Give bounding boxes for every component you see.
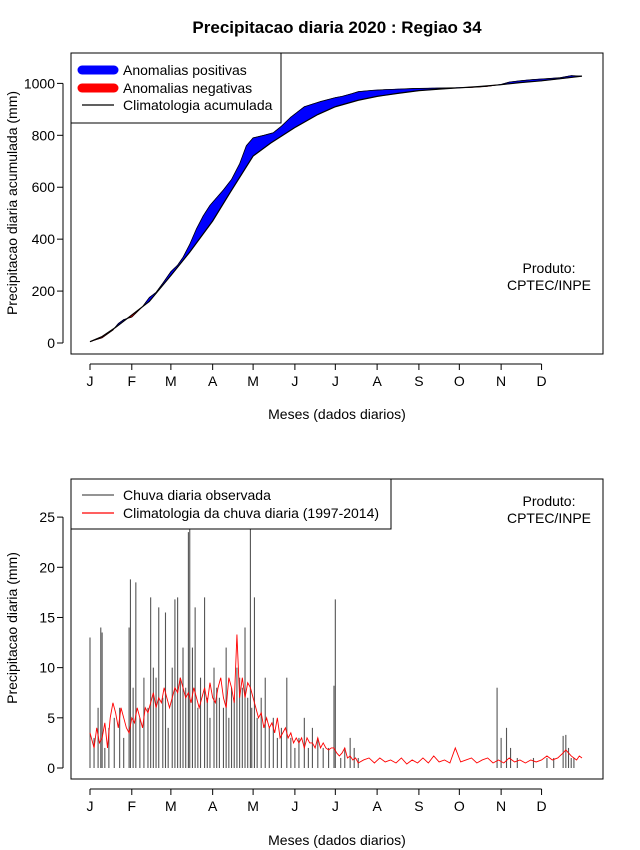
legend-label-negative: Anomalias negativas [123, 80, 252, 96]
y-tick-label: 800 [32, 127, 56, 143]
legend-label-climatology: Climatologia acumulada [123, 97, 273, 113]
y-axis: 0 200 400 600 800 1000 [24, 75, 64, 351]
x-tick-label: M [165, 373, 177, 389]
product-annotation-line1: Produto: [523, 260, 576, 276]
legend-label-observed: Chuva diaria observada [123, 487, 271, 503]
x-tick-label: N [496, 798, 506, 814]
legend-label-positive: Anomalias positivas [123, 62, 247, 78]
y-axis-label: Precipitacao diaria acumulada (mm) [4, 91, 20, 315]
x-tick-label: J [87, 798, 94, 814]
y-tick-label: 400 [32, 231, 56, 247]
y-tick-label: 5 [47, 710, 55, 726]
y-tick-label: 0 [47, 335, 55, 351]
climatology-line-group [89, 75, 583, 343]
x-tick-label: M [247, 798, 259, 814]
y-tick-label: 0 [47, 760, 55, 776]
x-tick-label: O [454, 798, 465, 814]
x-tick-label: J [332, 373, 339, 389]
climatology-cumulative-line [89, 75, 583, 343]
plot-frame [70, 52, 604, 355]
x-tick-label: A [208, 798, 218, 814]
y-tick-label: 200 [32, 283, 56, 299]
legend: Anomalias positivas Anomalias negativas … [70, 52, 282, 124]
climatology-daily-line [89, 634, 583, 765]
y-tick-label: 15 [39, 609, 55, 625]
cumulative-chart: Precipitacao diaria 2020 : Regiao 34 0 20… [4, 18, 604, 422]
x-tick-label: M [165, 798, 177, 814]
x-tick-label: N [496, 373, 506, 389]
x-tick-label: F [128, 798, 137, 814]
x-tick-label: M [247, 373, 259, 389]
x-tick-label: D [536, 373, 546, 389]
legend-box [70, 478, 392, 530]
legend: Chuva diaria observada Climatologia da c… [70, 478, 392, 530]
y-tick-label: 1000 [24, 75, 55, 91]
product-annotation-line2: CPTEC/INPE [507, 277, 591, 293]
product-annotation-line2: CPTEC/INPE [507, 510, 591, 526]
chart-title: Precipitacao diaria 2020 : Regiao 34 [192, 18, 482, 37]
x-tick-label: J [291, 798, 298, 814]
x-tick-label: A [372, 373, 382, 389]
x-tick-label: F [128, 373, 137, 389]
x-tick-label: J [87, 373, 94, 389]
x-tick-label: A [372, 798, 382, 814]
product-annotation-line1: Produto: [523, 493, 576, 509]
x-tick-label: S [414, 373, 423, 389]
y-tick-label: 600 [32, 179, 56, 195]
y-tick-label: 20 [39, 559, 55, 575]
legend-label-climatology: Climatologia da chuva diaria (1997-2014) [123, 505, 379, 521]
x-tick-label: O [454, 373, 465, 389]
y-axis: 0 5 10 15 20 25 [39, 509, 64, 776]
x-axis-label: Meses (dados diarios) [268, 406, 406, 422]
daily-chart: 0 5 10 15 20 25 J F M A M J J A S O N D Meses (dados dia… [4, 478, 604, 848]
x-tick-label: S [414, 798, 423, 814]
x-tick-label: D [536, 798, 546, 814]
x-tick-label: J [291, 373, 298, 389]
y-tick-label: 10 [39, 660, 55, 676]
x-tick-label: J [332, 798, 339, 814]
y-tick-label: 25 [39, 509, 55, 525]
observed-bars [89, 527, 575, 768]
x-axis-label: Meses (dados diarios) [268, 832, 406, 848]
x-tick-label: A [208, 373, 218, 389]
climatology-line-group [89, 634, 583, 765]
y-axis-label: Precipitacao diaria (mm) [4, 552, 20, 704]
